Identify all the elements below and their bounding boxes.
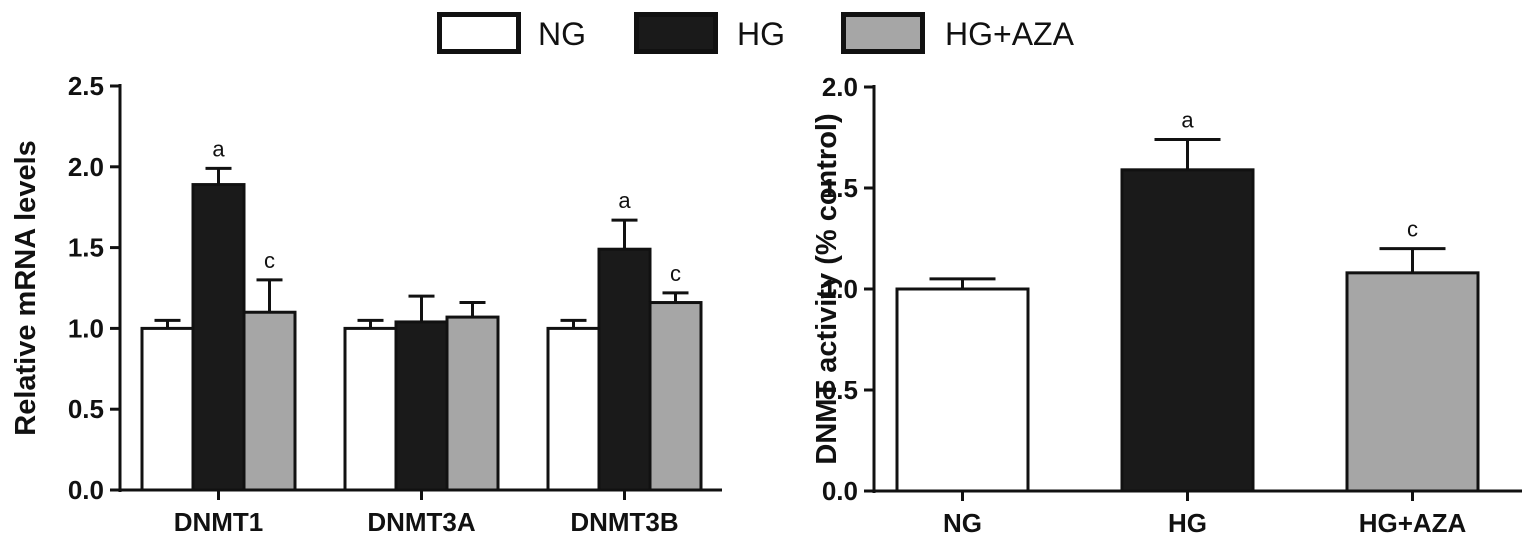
y-tick-label: 2.0 xyxy=(822,72,858,102)
legend-swatch-hg-aza xyxy=(841,12,925,54)
legend-swatch-ng xyxy=(437,12,521,54)
bar-dnmt3b-ng xyxy=(546,326,601,492)
x-tick-label: DNMT1 xyxy=(174,507,264,537)
legend-label-ng: NG xyxy=(538,16,586,52)
y-tick-label: 0.5 xyxy=(822,375,858,405)
bar-hg-aza-hg-aza xyxy=(1345,271,1480,493)
annotation-dnmt3b-hg: a xyxy=(618,188,631,213)
annotation-hg-aza-hg-aza: c xyxy=(1407,217,1418,242)
bar-hg-hg xyxy=(1120,168,1255,493)
x-tick-label: DNMT3A xyxy=(367,507,476,537)
y-tick-label: 2.0 xyxy=(68,152,104,182)
bar-dnmt3a-hg xyxy=(394,320,449,492)
bar-dnmt3a-hg-aza xyxy=(445,315,500,492)
x-tick-label: HG+AZA xyxy=(1359,508,1467,538)
y-tick-label: 1.5 xyxy=(68,233,104,263)
annotation-dnmt1-hg: a xyxy=(212,136,225,161)
y-tick-label: 1.0 xyxy=(68,313,104,343)
bar-dnmt3b-hg xyxy=(597,247,652,492)
bar-dnmt1-hg xyxy=(191,183,246,492)
annotation-dnmt1-hg-aza: c xyxy=(264,248,275,273)
bar-dnmt1-hg-aza xyxy=(242,310,297,492)
x-tick-label: DNMT3B xyxy=(570,507,678,537)
annotation-hg-hg: a xyxy=(1181,108,1194,133)
y-tick-label: 1.5 xyxy=(822,173,858,203)
y-tick-label: 2.5 xyxy=(68,71,104,101)
bar-dnmt3b-hg-aza xyxy=(648,301,703,492)
legend-label-hg-aza: HG+AZA xyxy=(945,16,1074,52)
annotation-dnmt3b-hg-aza: c xyxy=(670,261,681,286)
bar-dnmt1-ng xyxy=(140,326,195,492)
chart-mrna-levels: 0.0 0.5 1.0 1.5 2.0 2.5 Relative mRNA levels DN… xyxy=(10,71,722,537)
chart-dnmt-activity: 0.0 0.5 1.0 1.5 2.0 DNMT activity (% control)… xyxy=(811,72,1522,538)
bar-ng-ng xyxy=(895,287,1030,493)
y-axis-label: Relative mRNA levels xyxy=(10,140,42,436)
y-tick-label: 0.0 xyxy=(68,475,104,505)
x-tick-label: NG xyxy=(943,508,982,538)
bar-dnmt3a-ng xyxy=(343,326,398,492)
y-tick-label: 0.0 xyxy=(822,476,858,506)
legend-swatch-hg xyxy=(634,12,718,54)
y-tick-label: 1.0 xyxy=(822,274,858,304)
legend-label-hg: HG xyxy=(737,16,785,52)
x-tick-label: HG xyxy=(1168,508,1207,538)
y-axis-label: DNMT activity (% control) xyxy=(811,113,843,464)
y-tick-label: 0.5 xyxy=(68,394,104,424)
